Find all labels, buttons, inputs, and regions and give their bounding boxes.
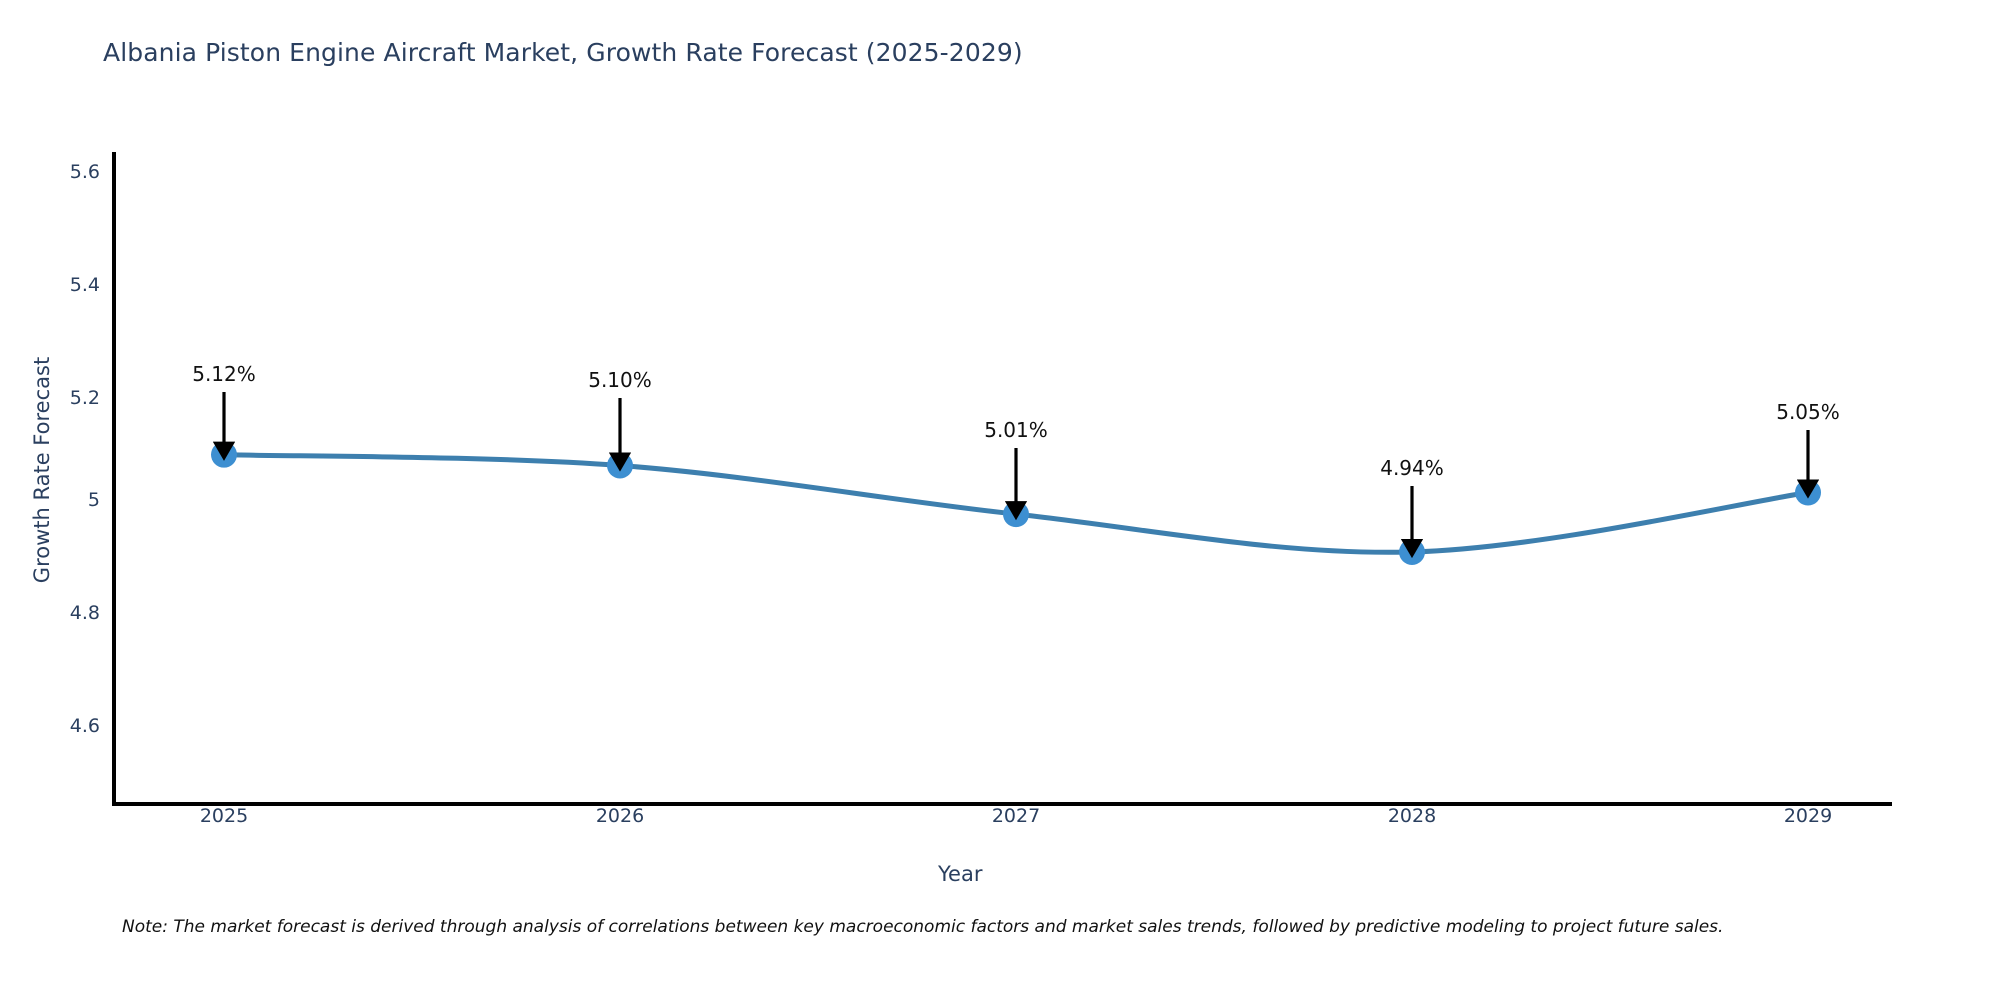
x-tick-label: 2025 bbox=[199, 805, 249, 827]
y-tick-label: 4.8 bbox=[69, 602, 100, 624]
data-point-label: 5.12% bbox=[192, 362, 256, 386]
x-tick-label: 2027 bbox=[991, 805, 1041, 827]
data-point-label: 5.10% bbox=[588, 368, 652, 392]
chart-title: Albania Piston Engine Aircraft Market, G… bbox=[103, 38, 1023, 67]
data-point-label: 5.01% bbox=[984, 418, 1048, 442]
x-tick-label: 2028 bbox=[1387, 805, 1437, 827]
data-point-label: 5.05% bbox=[1776, 400, 1840, 424]
data-point-label: 4.94% bbox=[1380, 456, 1444, 480]
y-tick-label: 5.6 bbox=[69, 161, 100, 183]
y-tick-label: 5.4 bbox=[69, 274, 100, 296]
annotation-arrows-group bbox=[212, 392, 1820, 559]
y-tick-label: 5.2 bbox=[69, 387, 100, 409]
y-tick-label: 4.6 bbox=[69, 715, 100, 737]
chart-footnote: Note: The market forecast is derived thr… bbox=[122, 917, 1724, 937]
y-tick-label: 5 bbox=[87, 489, 100, 511]
x-tick-label: 2026 bbox=[595, 805, 645, 827]
x-tick-label: 2029 bbox=[1783, 805, 1833, 827]
x-axis-title: Year bbox=[938, 862, 983, 886]
